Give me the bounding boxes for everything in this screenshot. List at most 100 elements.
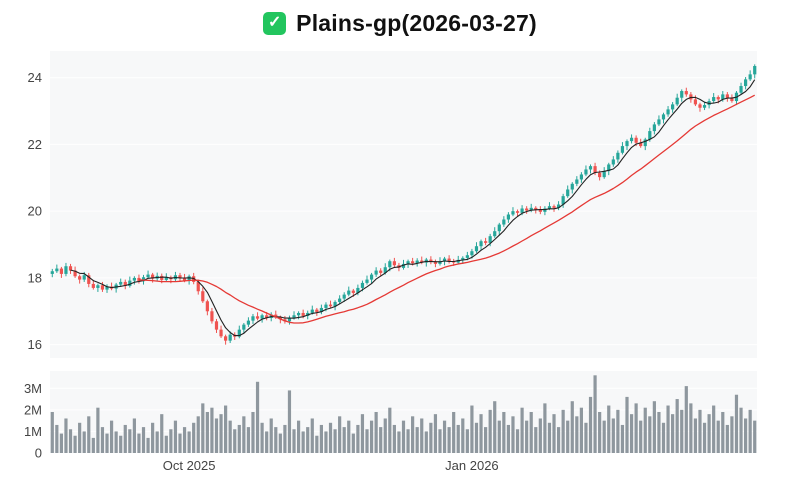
candle-up[interactable] — [625, 141, 629, 147]
volume-bar[interactable] — [529, 412, 533, 453]
candle-up[interactable] — [442, 258, 447, 262]
volume-bar[interactable] — [566, 420, 570, 453]
volume-bar[interactable] — [689, 403, 693, 453]
candle-up[interactable] — [465, 255, 469, 258]
candle-down[interactable] — [196, 281, 200, 292]
candle-down[interactable] — [698, 104, 702, 108]
candle-up[interactable] — [415, 260, 419, 264]
volume-bar[interactable] — [716, 420, 720, 453]
volume-bar[interactable] — [625, 396, 629, 453]
candle-up[interactable] — [620, 146, 625, 153]
candle-down[interactable] — [73, 270, 77, 277]
volume-bar[interactable] — [433, 414, 438, 453]
volume-bar[interactable] — [420, 418, 424, 453]
candle-down[interactable] — [265, 315, 269, 318]
volume-bar[interactable] — [506, 424, 511, 453]
volume-bar[interactable] — [187, 431, 191, 453]
candle-up[interactable] — [753, 66, 757, 75]
candle-down[interactable] — [593, 166, 597, 173]
volume-bar[interactable] — [383, 418, 387, 453]
volume-bar[interactable] — [593, 375, 597, 453]
candle-up[interactable] — [529, 207, 533, 211]
volume-bar[interactable] — [748, 409, 752, 453]
volume-bar[interactable] — [237, 424, 241, 453]
candle-up[interactable] — [128, 280, 132, 286]
candle-up[interactable] — [474, 246, 479, 252]
candle-down[interactable] — [351, 290, 355, 293]
volume-bar[interactable] — [347, 420, 351, 453]
volume-bar[interactable] — [91, 437, 95, 453]
volume-bar[interactable] — [561, 409, 565, 453]
candle-up[interactable] — [611, 159, 615, 165]
candle-down[interactable] — [100, 285, 105, 290]
volume-bar[interactable] — [401, 420, 406, 453]
candle-down[interactable] — [192, 276, 196, 282]
volume-bar[interactable] — [379, 427, 383, 453]
volume-bar[interactable] — [584, 422, 588, 453]
volume-bar[interactable] — [657, 412, 661, 453]
volume-bar[interactable] — [602, 420, 606, 453]
volume-bar[interactable] — [68, 429, 73, 453]
volume-bar[interactable] — [675, 399, 679, 453]
candle-up[interactable] — [671, 104, 675, 110]
volume-bar[interactable] — [547, 422, 552, 453]
candle-up[interactable] — [502, 219, 506, 225]
volume-bar[interactable] — [470, 405, 474, 453]
candle-down[interactable] — [639, 142, 643, 147]
candle-down[interactable] — [534, 207, 538, 210]
volume-bar[interactable] — [588, 396, 593, 453]
volume-bar[interactable] — [365, 429, 369, 453]
candle-up[interactable] — [488, 236, 492, 243]
volume-bar[interactable] — [652, 401, 656, 453]
volume-bar[interactable] — [520, 407, 524, 453]
volume-bar[interactable] — [87, 416, 91, 453]
candle-down[interactable] — [301, 312, 305, 316]
volume-bar[interactable] — [629, 414, 634, 453]
volume-bar[interactable] — [397, 431, 401, 453]
volume-bar[interactable] — [411, 416, 415, 453]
candle-down[interactable] — [91, 283, 95, 288]
volume-bar[interactable] — [734, 394, 739, 453]
candlestick-volume-chart[interactable]: 16 18 20 22 24 0 1M 2M 3M Oct 2025 Jan 2026 — [0, 43, 800, 488]
candle-up[interactable] — [739, 86, 743, 93]
candle-up[interactable] — [342, 294, 346, 299]
candle-down[interactable] — [684, 91, 688, 95]
candle-up[interactable] — [497, 224, 501, 232]
candle-up[interactable] — [105, 286, 109, 290]
volume-bar[interactable] — [484, 427, 488, 453]
candle-up[interactable] — [493, 231, 497, 237]
candle-up[interactable] — [401, 263, 406, 268]
candle-up[interactable] — [575, 179, 579, 184]
candle-up[interactable] — [648, 131, 652, 140]
candle-up[interactable] — [365, 279, 369, 283]
candle-up[interactable] — [570, 183, 574, 190]
volume-bar[interactable] — [488, 409, 492, 453]
volume-bar[interactable] — [141, 427, 146, 453]
candle-down[interactable] — [178, 275, 182, 278]
volume-bar[interactable] — [730, 416, 734, 453]
candle-down[interactable] — [411, 261, 415, 264]
candle-up[interactable] — [64, 266, 68, 274]
volume-bar[interactable] — [438, 429, 442, 453]
candle-up[interactable] — [369, 274, 374, 280]
volume-bar[interactable] — [169, 429, 173, 453]
candle-up[interactable] — [543, 208, 547, 212]
volume-bar[interactable] — [192, 422, 196, 453]
candle-up[interactable] — [607, 164, 611, 172]
candle-up[interactable] — [579, 174, 583, 180]
candle-down[interactable] — [328, 304, 333, 307]
volume-bar[interactable] — [452, 412, 456, 453]
candle-down[interactable] — [160, 275, 164, 280]
candle-up[interactable] — [228, 334, 232, 341]
volume-bar[interactable] — [78, 422, 82, 453]
candle-up[interactable] — [643, 139, 647, 147]
volume-bar[interactable] — [233, 429, 237, 453]
candle-up[interactable] — [506, 214, 511, 220]
volume-bar[interactable] — [620, 424, 625, 453]
candle-up[interactable] — [520, 208, 524, 213]
candle-up[interactable] — [356, 287, 360, 293]
volume-bar[interactable] — [680, 409, 684, 453]
candle-down[interactable] — [552, 206, 556, 208]
volume-bar[interactable] — [493, 401, 497, 453]
volume-bar[interactable] — [114, 431, 118, 453]
